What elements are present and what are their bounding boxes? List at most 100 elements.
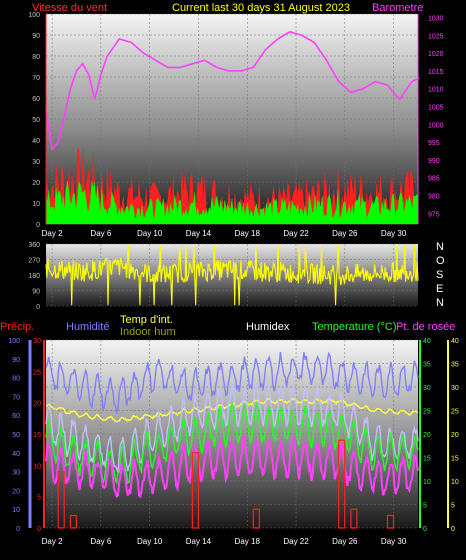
compass-s: S [436,269,443,281]
y-precip-tick-label: 15 [33,432,41,439]
period-title: Current last 30 days 31 August 2023 [172,2,350,14]
y-left-tick-label: 30 [32,159,40,166]
y-humidity-tick-label: 40 [12,451,20,458]
y-precip-tick-label: 10 [33,463,41,470]
legend-humidex: Humidex [246,321,290,333]
y-right-tick-label: 995 [428,140,440,147]
temp-series-line-4 [45,433,419,499]
x-tick-label: Day 14 [186,229,212,238]
x-tick-label: Day 2 [42,537,63,546]
y-right-tick-label: 1000 [428,122,444,129]
y-precip-tick-label: 30 [33,338,41,345]
legend-dewpoint: Pt. de rosée [396,321,455,333]
temp-hum-grid [46,339,418,529]
direction-grid [46,243,418,307]
y-temp-tick-label: 5 [423,503,427,510]
y-humidity-tick-label: 50 [12,432,20,439]
y-temp-outer-tick-label: 10 [451,479,459,486]
compass-n-bottom: N [436,297,444,309]
compass-o: O [436,255,445,267]
direction-line [45,244,419,306]
y-left-tick-label: 90 [32,33,40,40]
y-right-tick-label: 1025 [428,33,444,40]
precip-bar [69,514,78,529]
y-left-tick-label: 60 [32,96,40,103]
x-tick-label: Day 6 [90,229,111,238]
wind-title: Vitesse du vent [32,2,107,14]
y-temp-tick-label: 20 [423,432,431,439]
y-temp-outer-tick-label: 20 [451,432,459,439]
y-humidity-tick-label: 0 [16,526,20,533]
y-right-tick-label: 985 [428,176,440,183]
legend-indoor-hum: Indoor hum [120,326,176,338]
precip-bar [57,471,65,529]
y-temp-tick-label: 25 [423,409,431,416]
compass-e: E [436,283,443,295]
x-tick-label: Day 2 [42,229,63,238]
x-tick-label: Day 26 [332,229,358,238]
y-humidity-tick-label: 100 [8,338,20,345]
y-temp-tick-label: 30 [423,385,431,392]
y-left-tick-label: 100 [28,12,40,19]
x-tick-label: Day 30 [381,229,407,238]
y-temp-tick-label: 10 [423,479,431,486]
y-left-tick-label: 20 [32,180,40,187]
baro-title: Barometre [372,2,423,14]
y-tick-label: 270 [28,258,40,265]
y-right-tick-label: 975 [428,211,440,218]
precip-bar [350,508,358,529]
y-tick-label: 180 [28,273,40,280]
y-temp-outer-tick-label: 40 [451,338,459,345]
y-humidity-tick-label: 20 [12,488,20,495]
x-tick-label: Day 22 [283,229,309,238]
x-tick-label: Day 26 [332,537,358,546]
x-tick-label: Day 18 [235,537,261,546]
y-tick-label: 360 [28,242,40,249]
y-humidity-tick-label: 10 [12,507,20,514]
y-temp-outer-tick-label: 15 [451,456,459,463]
y-temp-outer-tick-label: 5 [451,503,455,510]
legend-precip: Précip. [0,321,34,333]
legend-temp-int: Temp d'int. [120,314,173,326]
y-right-tick-label: 1030 [428,16,444,23]
y-precip-tick-label: 0 [37,526,41,533]
wind-baro-series [45,30,420,225]
y-precip-tick-label: 25 [33,369,41,376]
y-precip-tick-label: 5 [37,495,41,502]
precip-bar [252,508,260,529]
temp-series-line-0 [45,351,419,415]
y-temp-tick-label: 35 [423,362,431,369]
y-left-tick-label: 50 [32,117,40,124]
legend-humidity: Humidité [66,321,109,333]
x-tick-label: Day 22 [283,537,309,546]
precip-bar [191,452,199,529]
y-right-tick-label: 1015 [428,69,444,76]
y-left-tick-label: 40 [32,138,40,145]
y-temp-outer-tick-label: 0 [451,526,455,533]
y-temp-outer-tick-label: 30 [451,385,459,392]
y-humidity-tick-label: 80 [12,376,20,383]
x-tick-label: Day 18 [235,229,261,238]
x-tick-label: Day 30 [381,537,407,546]
y-right-tick-label: 1005 [428,105,444,112]
y-right-tick-label: 1010 [428,87,444,94]
compass-n-top: N [436,241,444,253]
direction-ticks: 0 90 180 270 360 [28,242,40,311]
baro-line [45,30,420,152]
y-left-tick-label: 10 [32,201,40,208]
y-humidity-tick-label: 70 [12,394,20,401]
y-tick-label: 90 [32,289,40,296]
temp-hum-ticks: 0102030405060708090100051015202530051015… [8,338,459,546]
temp-hum-series [45,351,419,529]
y-temp-tick-label: 40 [423,338,431,345]
precip-bar [386,514,395,529]
x-tick-label: Day 6 [90,537,111,546]
y-left-tick-label: 0 [36,222,40,229]
y-temp-tick-label: 0 [423,526,427,533]
wind-baro-ticks: 0102030405060708090100975980985990995100… [28,12,443,238]
y-left-tick-label: 80 [32,54,40,61]
y-temp-outer-tick-label: 35 [451,362,459,369]
x-tick-label: Day 14 [186,537,212,546]
